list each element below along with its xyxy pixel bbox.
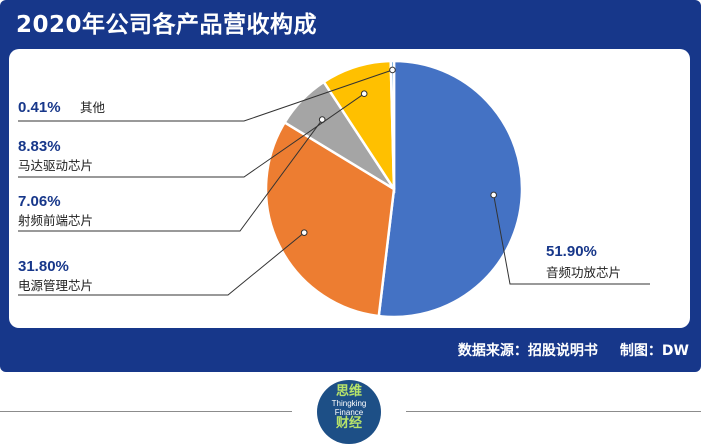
chart-title: 2020年公司各产品营收构成 bbox=[16, 12, 318, 38]
leader-line-5 bbox=[18, 69, 393, 122]
data-source: 数据来源：招股说明书 bbox=[457, 343, 598, 359]
slice-value-label-4: 8.83% bbox=[18, 138, 61, 155]
logo-text-bottom: 财经 bbox=[335, 416, 362, 431]
leader-line-1 bbox=[493, 194, 650, 285]
slice-name-label-5: 其他 bbox=[80, 100, 106, 115]
chart-footer: 数据来源：招股说明书 制图：DW bbox=[458, 340, 689, 362]
slice-value-label-3: 7.06% bbox=[18, 193, 61, 210]
brand-logo: 思维 Thingking Finance 财经 bbox=[317, 380, 381, 444]
leader-line-3 bbox=[18, 119, 323, 232]
pie-chart: 51.90% 音频功放芯片 31.80% 电源管理芯片 7.06% 射频前端芯片 8.83%… bbox=[18, 59, 650, 319]
logo-text-en1: Thingking bbox=[331, 399, 367, 408]
leader-dot-4 bbox=[360, 90, 368, 98]
leader-dot-5 bbox=[389, 66, 396, 74]
leader-line-2 bbox=[18, 232, 305, 296]
leader-dot-2 bbox=[300, 229, 308, 236]
leader-lines bbox=[18, 66, 650, 296]
logo-text-top: 思维 bbox=[335, 384, 362, 399]
slice-value-label-2: 31.80% bbox=[18, 258, 69, 275]
slice-value-label-1: 51.90% bbox=[546, 243, 597, 260]
slice-labels: 51.90% 音频功放芯片 31.80% 电源管理芯片 7.06% 射频前端芯片 8.83%… bbox=[18, 99, 621, 293]
footer-divider-right bbox=[406, 411, 701, 412]
leader-dot-1 bbox=[490, 191, 497, 199]
slice-name-label-4: 马达驱动芯片 bbox=[18, 158, 93, 173]
footer-divider-left bbox=[0, 411, 292, 412]
leader-line-4 bbox=[18, 93, 365, 178]
slice-name-label-3: 射频前端芯片 bbox=[18, 213, 93, 228]
slice-value-label-5: 0.41% bbox=[18, 99, 61, 116]
logo-text-en2: Finance bbox=[334, 408, 364, 417]
slice-name-label-2: 电源管理芯片 bbox=[18, 278, 93, 293]
pie-slices bbox=[264, 59, 524, 319]
chart-credit: 制图：DW bbox=[619, 343, 689, 359]
pie-slice-5 bbox=[389, 59, 396, 190]
slice-name-label-1: 音频功放芯片 bbox=[546, 265, 621, 280]
pie-slice-1 bbox=[377, 59, 524, 319]
